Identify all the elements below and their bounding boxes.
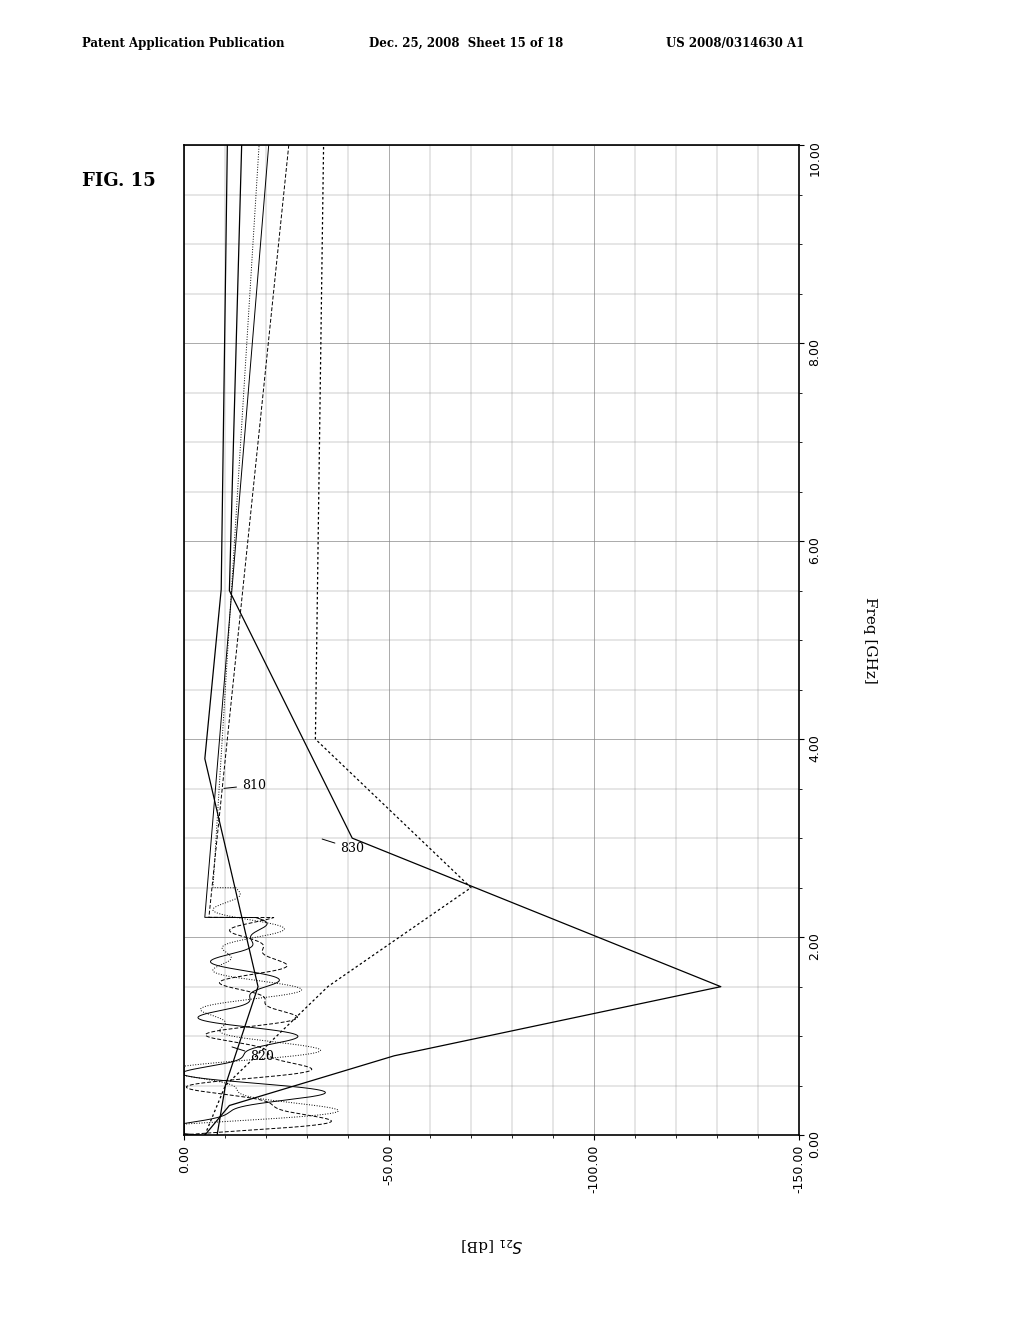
Text: Patent Application Publication: Patent Application Publication <box>82 37 285 50</box>
X-axis label: $S_{21}$ [dB]: $S_{21}$ [dB] <box>461 1236 522 1254</box>
Text: 820: 820 <box>232 1047 274 1063</box>
Y-axis label: Freq [GHz]: Freq [GHz] <box>863 597 877 684</box>
Text: 810: 810 <box>224 779 266 792</box>
Text: US 2008/0314630 A1: US 2008/0314630 A1 <box>666 37 804 50</box>
Text: Dec. 25, 2008  Sheet 15 of 18: Dec. 25, 2008 Sheet 15 of 18 <box>369 37 563 50</box>
Text: FIG. 15: FIG. 15 <box>82 172 156 190</box>
Text: 830: 830 <box>323 840 365 855</box>
